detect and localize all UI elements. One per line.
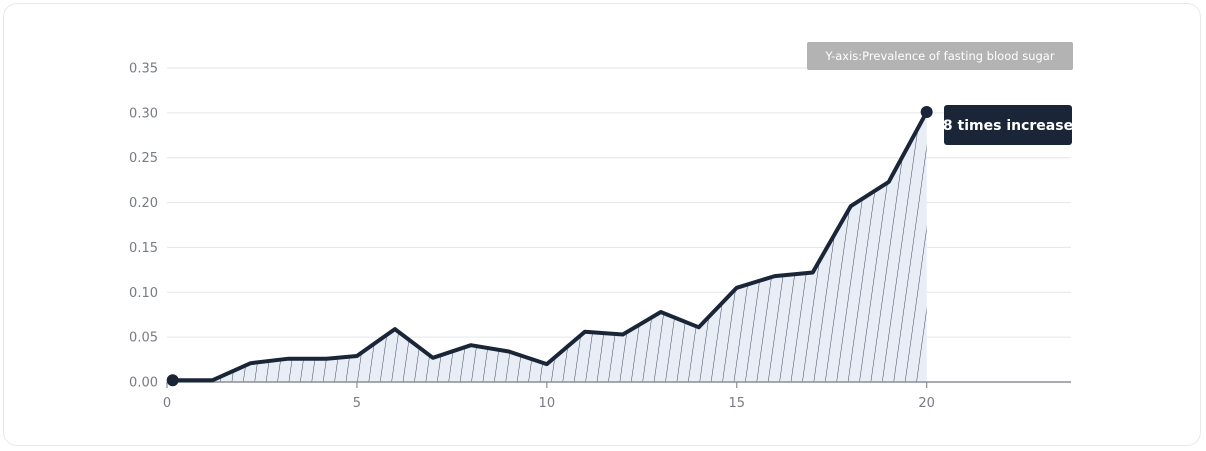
annotation-callout-background xyxy=(944,105,1072,145)
y-tick-label: 0.00 xyxy=(129,376,158,391)
y-tick-label: 0.05 xyxy=(129,331,158,346)
y-axis-label-badge: Y-axis:Prevalence of fasting blood sugar xyxy=(807,42,1073,70)
end-point-marker xyxy=(920,105,933,118)
x-tick-label: 5 xyxy=(353,396,361,411)
x-tick-label: 10 xyxy=(539,396,556,411)
y-tick-labels: 0.00 0.05 0.10 0.15 0.20 0.25 0.30 0.35 xyxy=(129,62,158,391)
y-tick-label: 0.15 xyxy=(129,241,158,256)
series-line xyxy=(170,110,929,383)
axes xyxy=(166,381,1071,388)
start-point-marker xyxy=(166,374,179,387)
x-tick-label: 0 xyxy=(163,396,171,411)
y-tick-label: 0.35 xyxy=(129,62,158,77)
grid-lines xyxy=(167,67,1071,338)
y-tick-label: 0.30 xyxy=(129,106,158,121)
y-tick-label: 0.10 xyxy=(129,286,158,301)
x-tick-label: 20 xyxy=(918,396,935,411)
y-axis-label: Y-axis:Prevalence of fasting blood sugar xyxy=(824,49,1054,63)
area-hatch xyxy=(172,112,927,382)
x-tick-label: 15 xyxy=(728,396,745,411)
x-tick-labels: 0 5 10 15 20 xyxy=(163,396,935,411)
annotation-callout: 8 times increase xyxy=(943,105,1073,145)
y-tick-label: 0.20 xyxy=(129,196,158,211)
y-axis-label-background xyxy=(807,42,1073,70)
y-tick-label: 0.25 xyxy=(129,151,158,166)
area-fill xyxy=(172,112,927,382)
annotation-text: 8 times increase xyxy=(943,118,1073,134)
series-line-layer xyxy=(166,105,933,387)
